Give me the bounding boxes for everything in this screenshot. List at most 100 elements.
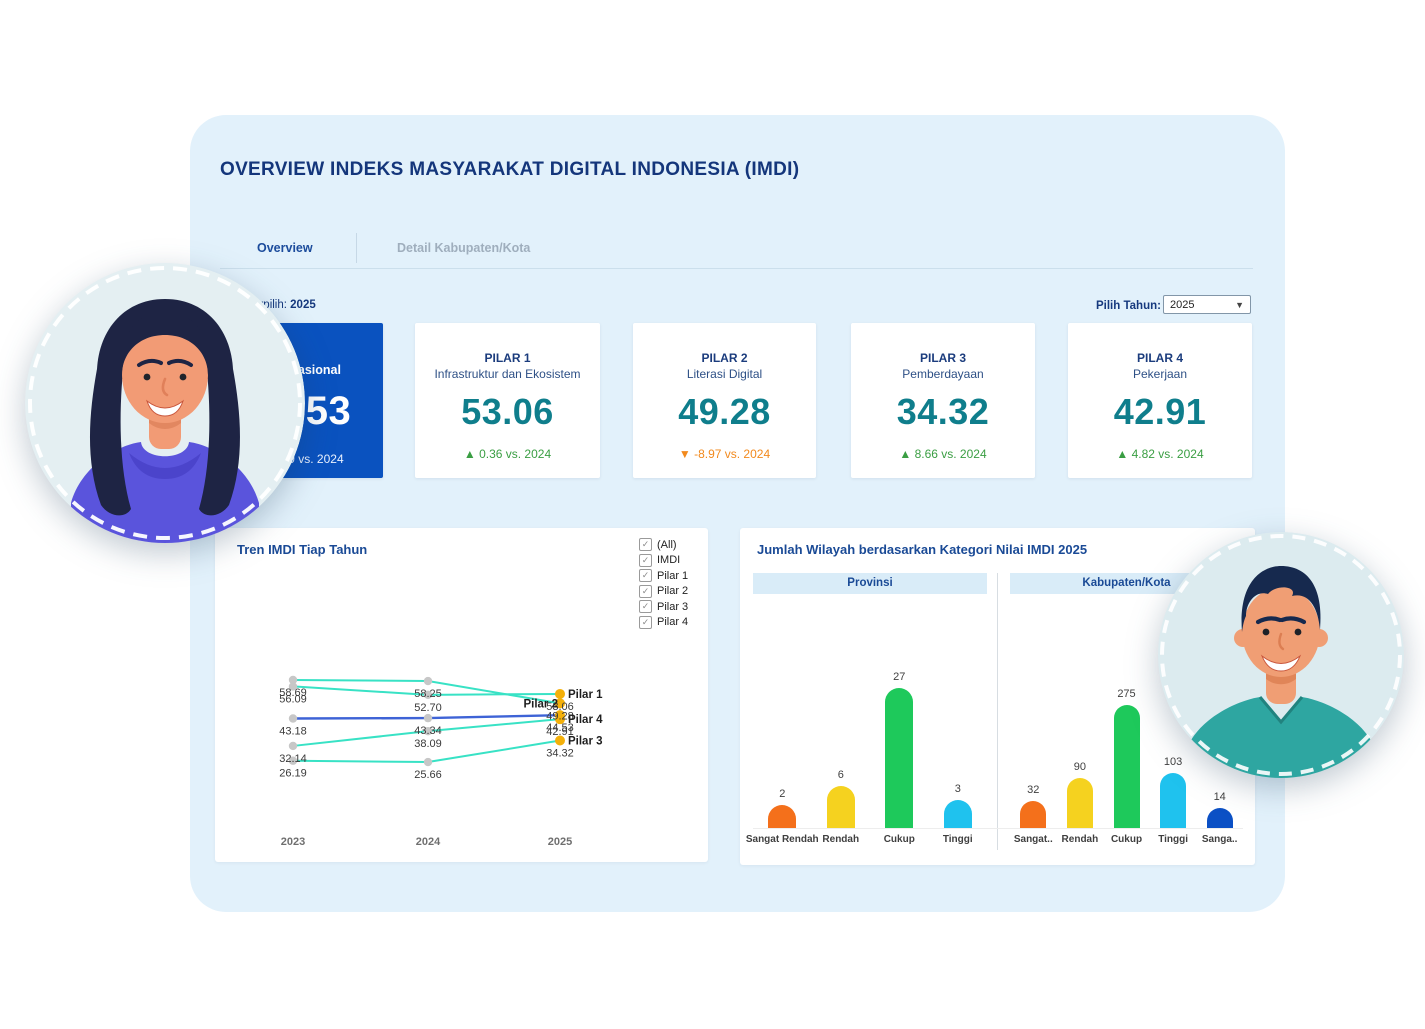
kpi-title: PILAR 3 [919, 351, 966, 365]
point-value-label: 42.91 [546, 726, 574, 738]
x-axis-line [753, 828, 1243, 829]
checkbox-icon[interactable]: ✓ [639, 569, 652, 583]
checkbox-icon[interactable]: ✓ [639, 615, 652, 629]
legend-item-imdi[interactable]: ✓ IMDI [639, 553, 688, 569]
data-point-pilar-2-2025[interactable] [555, 698, 565, 709]
data-point-pilar-3-2025[interactable] [555, 735, 565, 746]
bar-category-label: Sanga.. [1201, 834, 1238, 845]
bar-value-label: 27 [893, 671, 906, 683]
x-axis-label-2023: 2023 [281, 836, 305, 848]
chevron-down-icon: ▼ [1235, 300, 1244, 310]
legend-label: Pilar 3 [657, 600, 689, 613]
checkbox-icon[interactable]: ✓ [639, 600, 652, 614]
bar-category-label: Sangat Rendah [745, 834, 819, 845]
kpi-delta: ▼ -8.97 vs. 2024 [678, 447, 771, 461]
bar-category-label: Cukup [1110, 834, 1143, 845]
kpi-value: 42.91 [1113, 391, 1207, 432]
panel-header-provinsi: Provinsi [753, 573, 987, 594]
bar-provinsi-sangat-rendah[interactable] [768, 805, 797, 828]
trend-chart-title: Tren IMDI Tiap Tahun [237, 542, 368, 557]
avatar-woman [25, 263, 305, 543]
bar-kabupaten-kota-tinggi[interactable] [1160, 773, 1187, 828]
series-end-label-pilar-3: Pilar 3 [568, 736, 603, 748]
panel-divider [997, 573, 998, 850]
point-value-label: 58.69 [279, 687, 307, 699]
point-value-label: 44.53 [546, 722, 574, 734]
point-value-label: 26.19 [279, 768, 307, 780]
kpi-title: PILAR 1 [484, 351, 531, 365]
bar-value-label: 14 [1213, 791, 1226, 803]
x-axis-label-2024: 2024 [416, 836, 441, 848]
kpi-card-pilar-3: PILAR 3 Pemberdayaan 34.32 ▲ 8.66 vs. 20… [851, 323, 1035, 478]
year-picker-label: Pilih Tahun: [1096, 300, 1161, 312]
kpi-subtitle: Infrastruktur dan Ekosistem [434, 367, 581, 381]
year-select[interactable]: 2025 ▼ [1163, 295, 1251, 314]
bar-value-label: 6 [837, 769, 844, 781]
data-point-imdi-2024[interactable] [423, 713, 433, 723]
bar-value-label: 275 [1117, 688, 1136, 700]
checkbox-icon[interactable]: ✓ [639, 553, 652, 567]
legend-item-pilar-4[interactable]: ✓ Pilar 4 [639, 615, 688, 631]
point-value-label: 43.34 [414, 725, 442, 737]
trend-chart-card: Tren IMDI Tiap Tahun ✓ (All) ✓ IMDI ✓ Pilar 1… [215, 528, 708, 862]
point-value-label: 56.09 [279, 693, 307, 705]
page-title: OVERVIEW INDEKS MASYARAKAT DIGITAL INDON… [220, 159, 800, 180]
tab-overview[interactable]: Overview [257, 241, 313, 255]
point-value-label: 58.25 [414, 688, 442, 700]
legend-label: Pilar 2 [657, 585, 689, 598]
bar-provinsi-rendah[interactable] [826, 786, 855, 828]
point-value-label: 49.28 [546, 710, 574, 722]
data-point-pilar-4-2024[interactable] [423, 726, 433, 736]
data-point-pilar-1-2025[interactable] [555, 688, 565, 699]
kpi-value: 34.32 [896, 391, 990, 432]
kpi-card-pilar-1: PILAR 1 Infrastruktur dan Ekosistem 53.0… [415, 323, 600, 478]
avatar-man [1158, 532, 1404, 778]
bar-kabupaten-kota-sanga[interactable] [1206, 808, 1233, 828]
checkbox-icon[interactable]: ✓ [639, 584, 652, 598]
bar-value-label: 3 [954, 783, 961, 795]
bar-provinsi-tinggi[interactable] [943, 800, 972, 828]
year-select-value: 2025 [1170, 299, 1195, 311]
bar-category-label: Rendah [822, 834, 860, 845]
bar-kabupaten-kota-rendah[interactable] [1066, 778, 1093, 828]
point-value-label: 34.32 [546, 748, 574, 760]
bar-kabupaten-kota-cukup[interactable] [1113, 705, 1140, 828]
data-point-pilar-1-2024[interactable] [423, 690, 433, 700]
kpi-delta: ▲ 8.66 vs. 2024 [899, 447, 987, 461]
series-end-label-pilar-2: Pilar 2 [523, 698, 558, 710]
legend-item-pilar-1[interactable]: ✓ Pilar 1 [639, 568, 688, 584]
point-value-label: 32.14 [279, 753, 307, 765]
tab-detail-kabupaten-kota[interactable]: Detail Kabupaten/Kota [397, 241, 531, 255]
data-point-pilar-3-2024[interactable] [423, 757, 433, 767]
kpi-card-pilar-2: PILAR 2 Literasi Digital 49.28 ▼ -8.97 v… [633, 323, 816, 478]
data-point-pilar-2-2024[interactable] [423, 676, 433, 686]
bar-category-label: Rendah [1061, 834, 1099, 845]
kpi-subtitle: Pemberdayaan [902, 367, 984, 381]
selected-year-value: 2025 [290, 299, 316, 311]
legend-label: Pilar 4 [657, 616, 689, 629]
data-point-imdi-2023[interactable] [288, 714, 298, 723]
checkbox-icon[interactable]: ✓ [639, 538, 652, 552]
legend-label: IMDI [657, 554, 681, 567]
bar-value-label: 90 [1073, 761, 1087, 773]
data-point-pilar-3-2023[interactable] [288, 756, 298, 765]
kpi-subtitle: Literasi Digital [686, 367, 763, 381]
kpi-value: 53.06 [461, 391, 554, 432]
point-value-label: 43.18 [279, 725, 307, 737]
legend-item-pilar-3[interactable]: ✓ Pilar 3 [639, 599, 688, 615]
trend-plot[interactable]: 56.09 52.70 53.06 58.69 58.25 49.28 26.19 25.66… [215, 528, 708, 862]
kpi-delta: ▲ 4.82 vs. 2024 [1116, 447, 1204, 461]
tabs-divider [356, 233, 357, 263]
data-point-pilar-4-2023[interactable] [288, 741, 298, 751]
bar-category-label: Tinggi [942, 834, 973, 845]
legend-item-all[interactable]: ✓ (All) [639, 537, 688, 553]
legend-label: (All) [657, 538, 677, 551]
data-point-pilar-1-2023[interactable] [288, 682, 298, 691]
data-point-pilar-2-2023[interactable] [288, 675, 298, 685]
kpi-delta: ▲ 0.36 vs. 2024 [463, 447, 552, 461]
bar-kabupaten-kota-sangat[interactable] [1020, 801, 1047, 828]
kpi-subtitle: Pekerjaan [1132, 367, 1188, 381]
bar-provinsi-cukup[interactable] [885, 688, 914, 828]
data-point-imdi-2025[interactable] [555, 710, 565, 721]
legend-item-pilar-2[interactable]: ✓ Pilar 2 [639, 584, 688, 600]
